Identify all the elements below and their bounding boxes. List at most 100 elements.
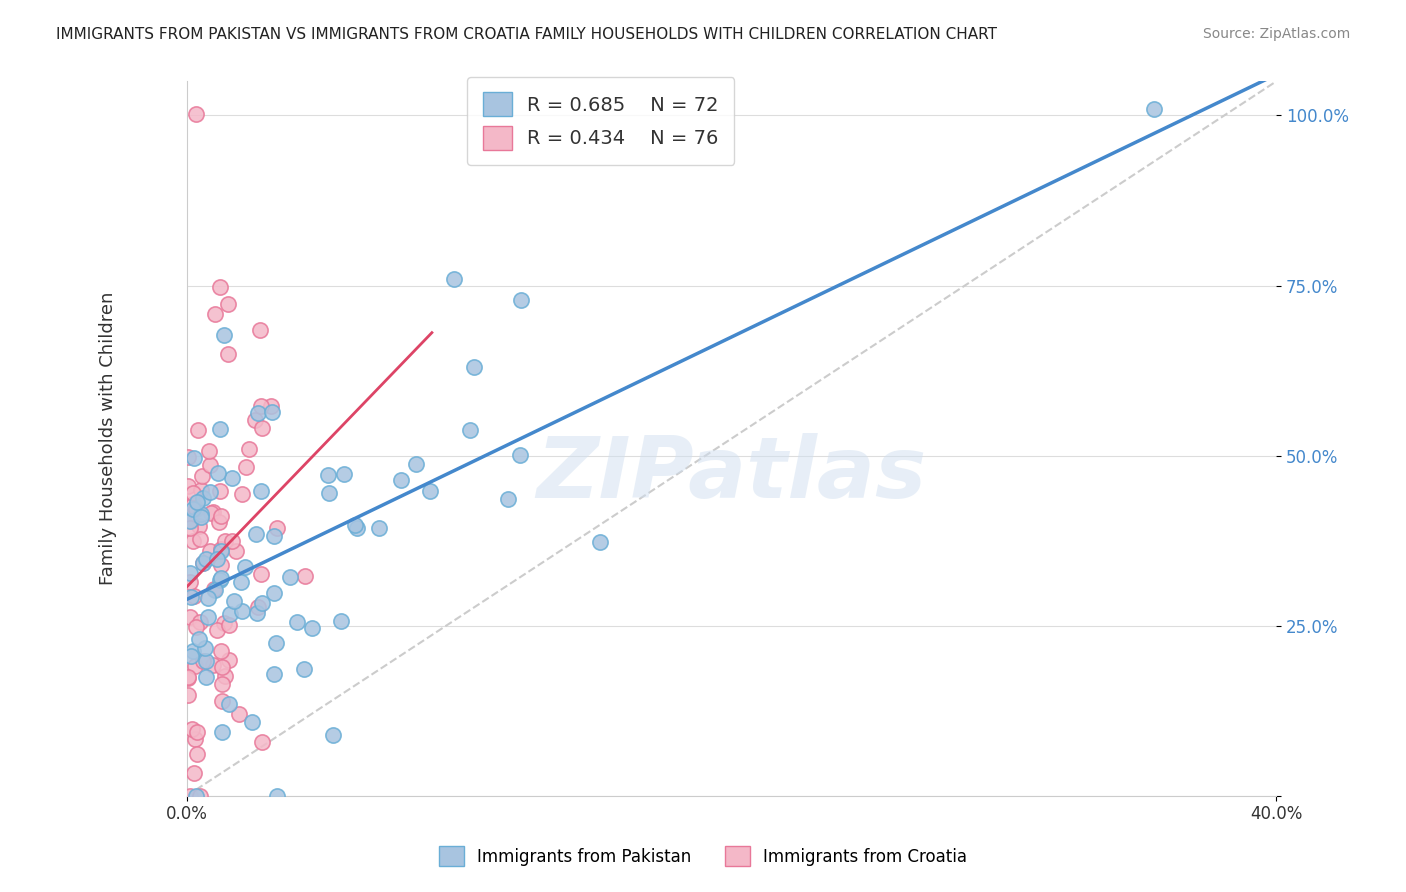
Point [190,510,212,524]
Point [183,766,205,780]
Point [322,728,344,742]
Point [197,610,219,624]
Point [218,617,240,632]
Point [509,293,531,307]
Point [198,444,221,458]
Point [318,486,340,500]
Point [247,599,270,614]
Point [217,296,239,310]
Point [262,405,284,419]
Point [443,272,465,286]
Point [233,560,256,574]
Point [191,491,214,505]
Point [250,484,273,499]
Point [391,473,413,487]
Point [294,569,316,583]
Point [263,586,285,600]
Point [209,571,232,585]
Point [179,566,201,581]
Text: IMMIGRANTS FROM PAKISTAN VS IMMIGRANTS FROM CROATIA FAMILY HOUSEHOLDS WITH CHILD: IMMIGRANTS FROM PAKISTAN VS IMMIGRANTS F… [56,27,997,42]
Point [194,640,217,655]
Point [184,620,207,634]
Point [180,590,202,604]
Point [222,594,245,608]
Point [191,655,214,669]
Point [245,527,267,541]
Point [250,421,273,435]
Point [278,570,301,584]
Point [496,491,519,506]
Legend: R = 0.685    N = 72, R = 0.434    N = 76: R = 0.685 N = 72, R = 0.434 N = 76 [467,77,734,165]
Point [200,543,222,558]
Point [264,636,287,650]
Point [235,460,257,475]
Point [190,533,212,547]
Point [229,574,252,589]
Point [180,514,202,528]
Point [250,735,273,749]
Point [200,506,222,520]
Point [211,660,233,674]
Point [202,582,225,596]
Point [209,280,232,294]
Point [285,615,308,629]
Point [208,484,231,499]
Point [260,399,283,413]
Point [367,521,389,535]
Point [190,483,212,497]
Point [184,659,207,673]
Point [195,655,218,669]
Point [204,307,226,321]
Point [198,484,221,499]
Point [301,621,323,635]
Point [179,513,201,527]
Point [333,467,356,482]
Point [231,487,253,501]
Point [212,616,235,631]
Point [211,677,233,691]
Point [205,552,228,566]
Point [238,442,260,456]
Point [316,467,339,482]
Point [188,518,211,533]
Point [208,422,231,436]
Point [190,508,212,522]
Point [180,648,202,663]
Point [250,567,273,582]
Point [188,789,211,803]
Text: ZIPatlas: ZIPatlas [536,433,927,516]
Point [181,498,204,512]
Point [207,624,229,638]
Point [458,423,481,437]
Point [245,413,267,427]
Point [202,505,225,519]
Point [218,653,240,667]
Point [330,614,353,628]
Point [177,479,200,493]
Point [177,450,200,465]
Point [184,107,207,121]
Point [183,590,205,604]
Point [191,556,214,570]
Point [217,346,239,360]
Point [225,543,247,558]
Legend: Immigrants from Pakistan, Immigrants from Croatia: Immigrants from Pakistan, Immigrants fro… [430,838,976,875]
Point [250,399,273,413]
Point [184,501,207,516]
Point [211,694,233,708]
Point [207,466,229,480]
Point [209,544,232,558]
Point [463,359,485,374]
Point [266,521,288,535]
Y-axis label: Family Households with Children: Family Households with Children [100,292,117,585]
Point [177,671,200,685]
Point [419,484,441,499]
Point [1142,102,1164,116]
Point [181,501,204,516]
Point [186,494,208,508]
Point [211,725,233,739]
Point [179,789,201,803]
Point [343,517,366,532]
Point [179,521,201,535]
Point [214,328,236,343]
